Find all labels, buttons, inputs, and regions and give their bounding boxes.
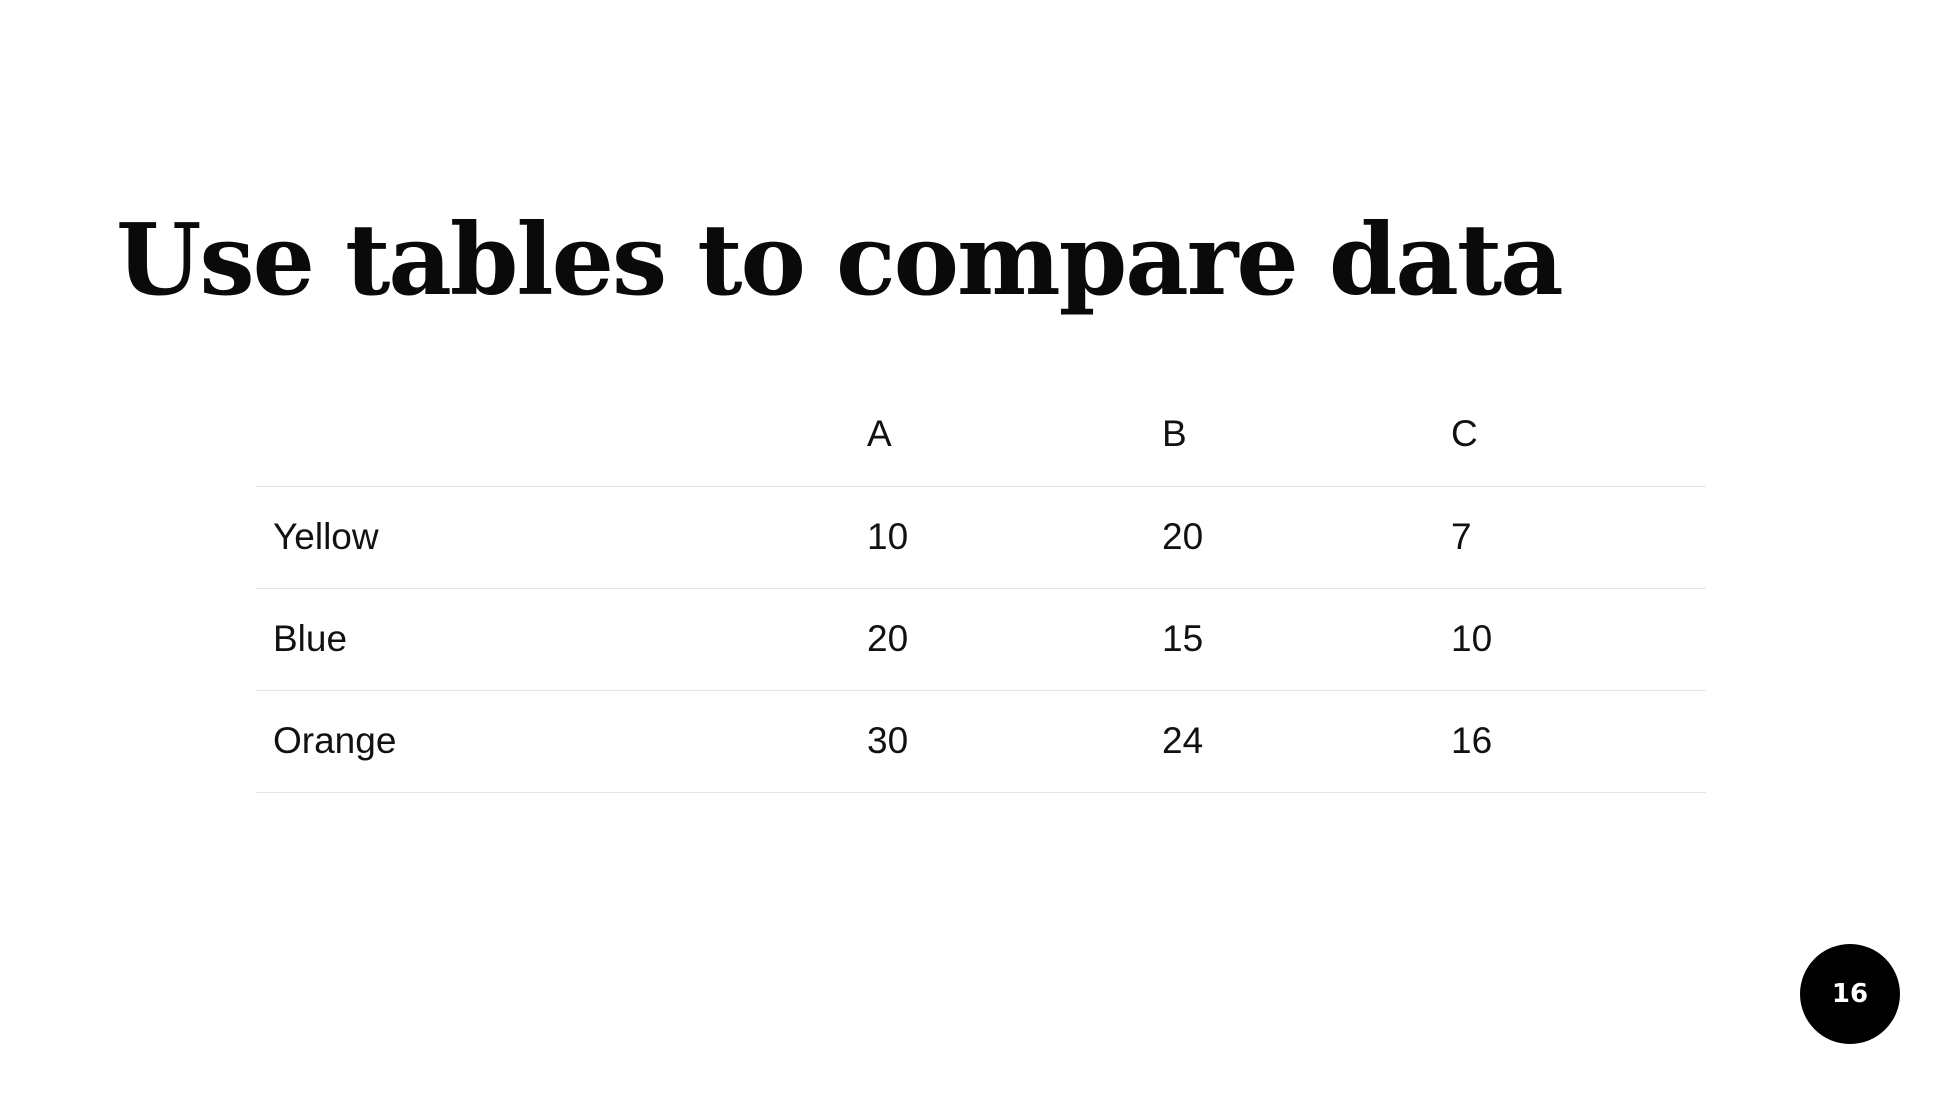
table-row: Blue 20 15 10: [256, 588, 1706, 691]
row-label: Orange: [256, 690, 850, 793]
table-cell: 7: [1434, 486, 1706, 589]
table-row: Orange 30 24 16: [256, 690, 1706, 793]
table-cell: 30: [850, 690, 1145, 793]
table-cell: 20: [1145, 486, 1434, 589]
comparison-table: A B C Yellow 10 20 7 Blue 20 15 10 Orang…: [256, 383, 1706, 793]
table-cell: 15: [1145, 588, 1434, 691]
page-number-badge: 16: [1800, 944, 1900, 1044]
table-cell: 20: [850, 588, 1145, 691]
column-header-c: C: [1434, 383, 1706, 487]
table-cell: 16: [1434, 690, 1706, 793]
table-row: Yellow 10 20 7: [256, 486, 1706, 589]
table-cell: 10: [850, 486, 1145, 589]
column-header-b: B: [1145, 383, 1434, 487]
table-header-row: A B C: [256, 383, 1706, 487]
column-header-empty: [256, 383, 850, 487]
row-label: Blue: [256, 588, 850, 691]
table-cell: 10: [1434, 588, 1706, 691]
column-header-a: A: [850, 383, 1145, 487]
table-cell: 24: [1145, 690, 1434, 793]
slide-title: Use tables to compare data: [116, 203, 1564, 318]
row-label: Yellow: [256, 486, 850, 589]
